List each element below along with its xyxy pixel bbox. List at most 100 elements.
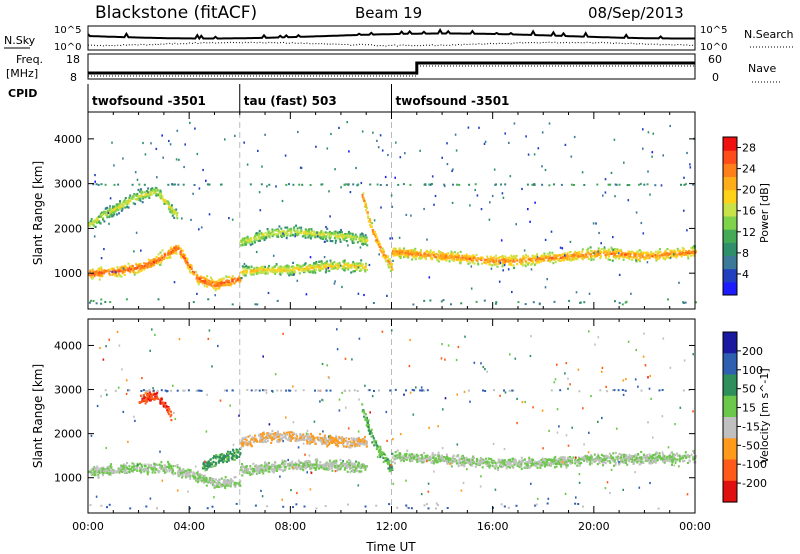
echo-pixel — [288, 274, 291, 277]
echo-pixel — [145, 467, 148, 470]
echo-pixel — [534, 255, 537, 258]
echo-pixel — [251, 242, 254, 246]
echo-pixel — [365, 263, 368, 267]
echo-pixel — [661, 254, 664, 257]
echo-pixel — [453, 251, 456, 254]
echo-pixel — [331, 436, 334, 439]
echo-pixel — [325, 261, 327, 264]
noise-pixel — [391, 205, 394, 208]
scatter-pixel — [397, 183, 400, 186]
echo-pixel — [171, 214, 174, 217]
echo-pixel — [154, 186, 157, 189]
echo-pixel — [321, 236, 324, 239]
scatter-pixel — [541, 183, 544, 186]
echo-pixel — [153, 261, 156, 264]
echo-pixel — [195, 270, 198, 273]
echo-pixel — [163, 254, 166, 257]
echo-pixel — [343, 234, 346, 237]
echo-pixel — [519, 261, 522, 264]
echo-pixel — [252, 441, 255, 444]
echo-pixel — [585, 252, 588, 255]
echo-pixel — [586, 256, 589, 259]
echo-pixel — [89, 223, 92, 226]
echo-pixel — [121, 464, 124, 467]
scatter-pixel — [157, 298, 160, 301]
echo-pixel — [356, 442, 359, 445]
echo-pixel — [524, 263, 527, 266]
noise-pixel — [359, 246, 362, 249]
echo-pixel — [512, 260, 514, 263]
echo-pixel — [288, 436, 291, 439]
echo-pixel — [170, 207, 173, 210]
echo-pixel — [335, 442, 338, 445]
echo-pixel — [119, 274, 122, 278]
echo-pixel — [192, 477, 195, 480]
echo-pixel — [241, 444, 244, 447]
echo-pixel — [101, 270, 104, 273]
echo-pixel — [132, 271, 135, 274]
echo-pixel — [269, 434, 272, 437]
echo-pixel — [286, 272, 289, 275]
echo-pixel — [326, 440, 329, 443]
echo-pixel — [284, 232, 287, 235]
echo-pixel — [667, 256, 670, 259]
echo-pixel — [146, 262, 149, 265]
echo-pixel — [146, 400, 148, 403]
echo-pixel — [159, 256, 162, 259]
echo-pixel — [337, 237, 340, 240]
echo-pixel — [354, 444, 357, 447]
echo-pixel — [285, 431, 288, 434]
echo-pixel — [112, 205, 114, 208]
echo-pixel — [168, 206, 171, 209]
echo-pixel — [133, 463, 135, 466]
scatter-pixel — [167, 183, 170, 186]
echo-pixel — [328, 466, 331, 469]
echo-pixel — [154, 190, 157, 193]
echo-pixel — [299, 267, 302, 270]
echo-pixel — [495, 254, 498, 257]
echo-pixel — [171, 471, 174, 474]
echo-pixel — [292, 228, 295, 231]
echo-pixel — [104, 469, 107, 472]
scatter-pixel — [182, 183, 185, 186]
echo-pixel — [230, 277, 233, 280]
echo-pixel — [312, 265, 315, 268]
echo-pixel — [161, 195, 164, 198]
noise-pixel — [330, 132, 332, 136]
echo-pixel — [399, 251, 402, 254]
echo-pixel — [150, 193, 152, 196]
echo-pixel — [155, 256, 158, 259]
echo-pixel — [278, 438, 281, 441]
echo-pixel — [192, 273, 195, 276]
echo-pixel — [486, 255, 489, 258]
echo-pixel — [536, 259, 539, 262]
echo-pixel — [317, 264, 320, 267]
echo-pixel — [100, 268, 103, 271]
echo-pixel — [355, 442, 358, 445]
echo-pixel — [210, 479, 213, 482]
echo-pixel — [639, 253, 642, 256]
echo-pixel — [166, 409, 169, 412]
echo-pixel — [341, 267, 344, 270]
noise-pixel — [561, 247, 564, 250]
echo-pixel — [305, 434, 308, 437]
echo-pixel — [277, 433, 280, 436]
echo-pixel — [596, 254, 599, 257]
echo-pixel — [659, 251, 662, 254]
echo-pixel — [217, 461, 220, 464]
echo-pixel — [308, 228, 311, 231]
echo-pixel — [559, 256, 562, 259]
echo-pixel — [241, 463, 243, 466]
scatter-pixel — [695, 301, 697, 304]
echo-pixel — [335, 435, 338, 438]
echo-pixel — [204, 469, 207, 472]
echo-pixel — [543, 252, 546, 255]
echo-pixel — [488, 263, 491, 266]
echo-pixel — [382, 255, 384, 258]
noise-pixel — [488, 218, 491, 221]
echo-pixel — [90, 468, 93, 471]
echo-pixel — [228, 279, 231, 283]
echo-pixel — [338, 230, 341, 233]
echo-pixel — [345, 437, 348, 440]
echo-pixel — [599, 257, 602, 260]
